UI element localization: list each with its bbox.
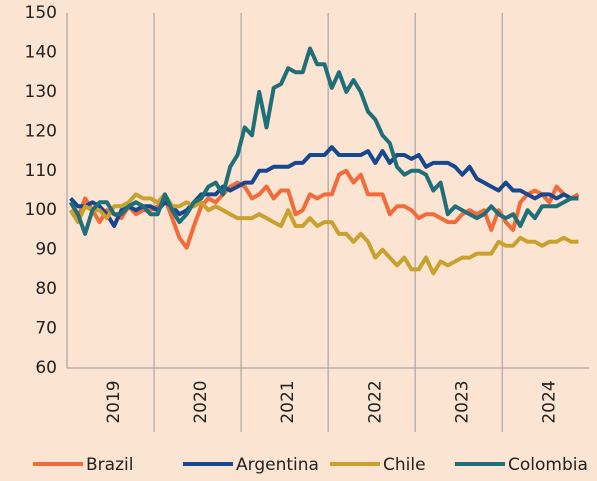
x-tick-label: 2019 xyxy=(104,380,124,423)
y-tick-label: 130 xyxy=(25,82,57,102)
legend-label: Chile xyxy=(383,455,426,475)
y-tick-label: 60 xyxy=(35,358,57,378)
y-tick-label: 70 xyxy=(35,319,57,339)
y-tick-label: 80 xyxy=(35,279,57,299)
x-tick-label: 2022 xyxy=(365,380,385,423)
y-tick-label: 140 xyxy=(25,42,57,62)
y-tick-label: 120 xyxy=(25,121,57,141)
y-tick-label: 90 xyxy=(35,240,57,260)
y-tick-label: 110 xyxy=(25,161,57,181)
x-tick-label: 2023 xyxy=(452,380,472,423)
series-line xyxy=(69,145,579,228)
legend-label: Brazil xyxy=(86,455,133,475)
x-tick-label: 2020 xyxy=(191,380,211,423)
legend-label: Colombia xyxy=(508,455,588,475)
series-line xyxy=(68,46,579,236)
y-tick-label: 150 xyxy=(25,3,57,23)
y-tick-label: 100 xyxy=(25,200,57,220)
x-tick-label: 2021 xyxy=(278,380,298,423)
x-tick-label: 2024 xyxy=(539,380,559,423)
legend-label: Argentina xyxy=(236,455,319,475)
series-line xyxy=(68,192,579,276)
